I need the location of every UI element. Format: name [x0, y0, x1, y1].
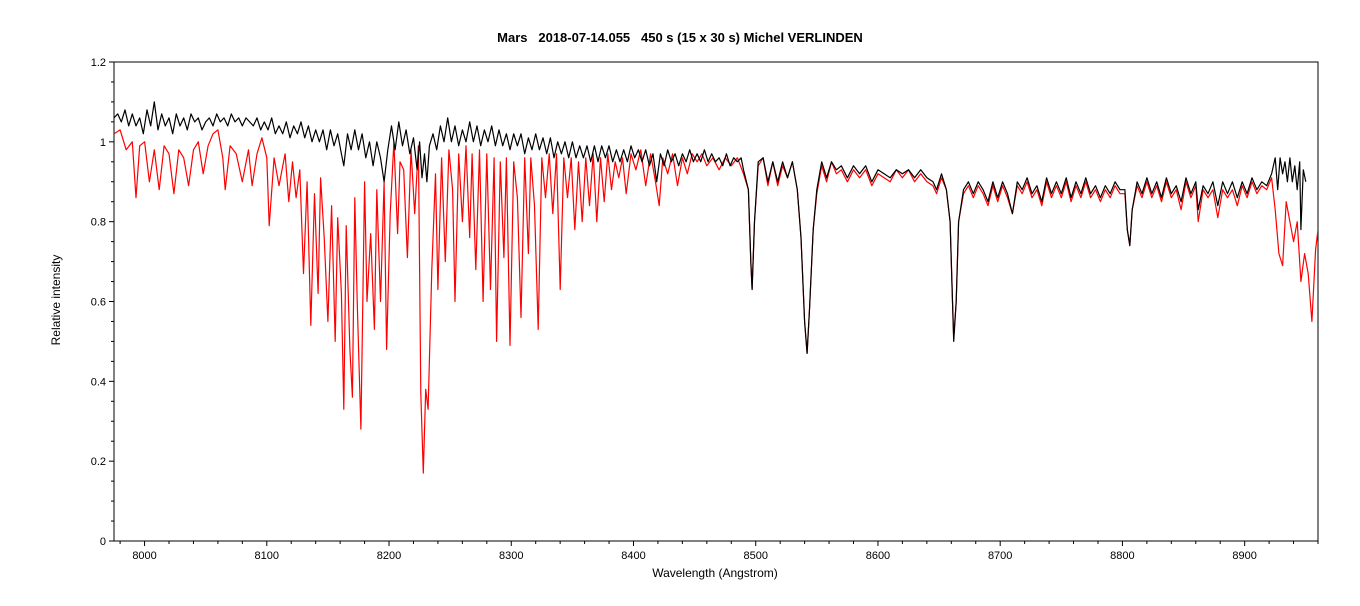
- series-line-black: [114, 101, 1307, 354]
- series-line-red: [114, 129, 1318, 474]
- y-tick-label: 1: [100, 137, 106, 149]
- x-tick-label: 8400: [621, 550, 645, 562]
- y-tick-label: 0.8: [91, 217, 106, 229]
- x-tick-label: 8600: [866, 550, 890, 562]
- x-tick-label: 8500: [743, 550, 767, 562]
- plot-frame: [113, 61, 1319, 542]
- x-axis-label: Wavelength (Angstrom): [652, 566, 778, 580]
- x-tick-label: 8000: [132, 550, 156, 562]
- y-tick-label: 0.2: [91, 456, 106, 468]
- x-tick-label: 8800: [1110, 550, 1134, 562]
- y-tick-label: 0.6: [91, 297, 106, 309]
- x-tick-label: 8100: [255, 550, 279, 562]
- chart-title: Mars 2018-07-14.055 450 s (15 x 30 s) Mi…: [497, 30, 863, 45]
- x-tick-label: 8300: [499, 550, 523, 562]
- x-tick-label: 8900: [1232, 550, 1256, 562]
- x-tick-label: 8200: [377, 550, 401, 562]
- x-tick-label: 8700: [988, 550, 1012, 562]
- y-tick-label: 1.2: [91, 57, 106, 69]
- y-tick-label: 0: [100, 536, 106, 548]
- y-tick-label: 0.4: [91, 376, 106, 388]
